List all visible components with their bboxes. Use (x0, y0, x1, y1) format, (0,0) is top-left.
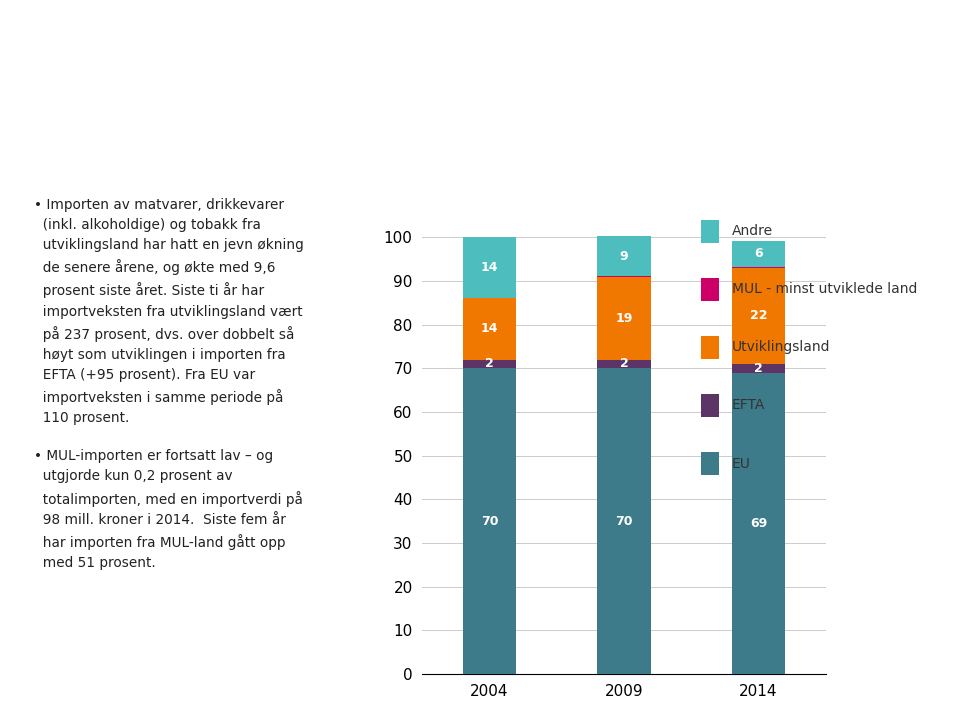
Bar (597, 277, 651, 359)
Text: 70: 70 (481, 515, 498, 528)
Text: 2: 2 (619, 357, 629, 371)
FancyBboxPatch shape (701, 336, 719, 358)
Text: Økt import fra utviklingsland: Økt import fra utviklingsland (29, 79, 575, 112)
Text: 19: 19 (615, 312, 633, 325)
Text: EFTA: EFTA (732, 399, 765, 412)
Text: Utviklingsland: Utviklingsland (732, 341, 830, 354)
FancyBboxPatch shape (701, 278, 719, 300)
Bar (732, 267, 785, 268)
FancyBboxPatch shape (701, 452, 719, 475)
Bar (463, 369, 516, 674)
Text: 14: 14 (481, 261, 498, 275)
Bar (732, 268, 785, 364)
Text: 69: 69 (750, 517, 767, 530)
Bar (463, 298, 516, 359)
Text: 2: 2 (754, 362, 763, 375)
Bar (732, 373, 785, 674)
Bar (597, 359, 651, 369)
Text: 2: 2 (485, 357, 494, 371)
Text: • MUL-importen er fortsatt lav – og
  utgjorde kun 0,2 prosent av
  totalimporte: • MUL-importen er fortsatt lav – og utgj… (34, 450, 302, 570)
Text: • Importen av matvarer, drikkevarer
  (inkl. alkoholdige) og tobakk fra
  utvikl: • Importen av matvarer, drikkevarer (ink… (34, 198, 303, 425)
Text: EU: EU (732, 457, 751, 470)
FancyBboxPatch shape (701, 394, 719, 417)
Bar (597, 369, 651, 674)
Text: 70: 70 (615, 515, 633, 528)
Text: 22: 22 (750, 309, 767, 323)
Text: 6: 6 (755, 247, 762, 260)
Bar (463, 237, 516, 298)
Text: 14: 14 (481, 323, 498, 336)
Text: 9: 9 (620, 250, 628, 262)
Bar (597, 237, 651, 276)
Bar (463, 359, 516, 369)
Text: MUL - minst utviklede land: MUL - minst utviklede land (732, 282, 917, 296)
Bar (597, 276, 651, 277)
FancyBboxPatch shape (701, 220, 719, 242)
Bar (732, 364, 785, 373)
Text: Andre: Andre (732, 224, 773, 238)
Bar (732, 241, 785, 267)
